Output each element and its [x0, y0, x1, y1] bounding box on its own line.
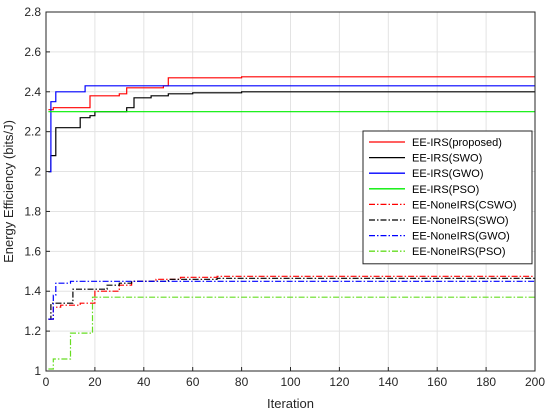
- y-tick-label: 2.8: [24, 5, 41, 19]
- x-tick-label: 20: [88, 375, 102, 389]
- series-line-5: [48, 275, 535, 320]
- legend-entry: EE-IRS(proposed): [412, 137, 502, 149]
- legend-entry: EE-NoneIRS(SWO): [412, 215, 509, 227]
- x-axis-label: Iteration: [267, 396, 314, 411]
- legend-box: [362, 130, 533, 265]
- x-tick-label: 60: [186, 375, 200, 389]
- legend-entry: EE-NoneIRS(CSWO): [412, 199, 517, 211]
- x-tick-label: 160: [427, 375, 447, 389]
- y-tick-label: 1.2: [24, 324, 41, 338]
- x-tick-label: 200: [525, 375, 545, 389]
- x-tick-label: 120: [329, 375, 349, 389]
- y-tick-label: 1: [34, 364, 41, 378]
- series-line-1: [48, 76, 535, 111]
- y-tick-label: 1.6: [24, 244, 41, 258]
- series-line-7: [48, 280, 535, 320]
- y-tick-label: 2.4: [24, 85, 41, 99]
- series-line-8: [48, 296, 535, 370]
- x-tick-label: 0: [43, 375, 50, 389]
- legend-entry: EE-IRS(GWO): [412, 168, 484, 180]
- axis-ticks: 0 20 40 60 80 100 120 140 160 180 200 1 1.2 1.4 1.6 1.8…: [24, 5, 545, 389]
- legend-entry: EE-IRS(SWO): [412, 153, 482, 165]
- y-axis-label: Energy Efficiency (bits/J): [1, 120, 16, 263]
- legend-entry: EE-NoneIRS(GWO): [412, 231, 510, 243]
- legend-entry: EE-IRS(PSO): [412, 184, 479, 196]
- series-line-6: [48, 277, 535, 320]
- x-tick-label: 140: [378, 375, 398, 389]
- x-tick-label: 100: [280, 375, 300, 389]
- series-lines: [48, 76, 535, 370]
- y-tick-label: 2: [34, 165, 41, 179]
- y-tick-label: 1.8: [24, 204, 41, 218]
- y-tick-label: 2.6: [24, 45, 41, 59]
- legend: EE-IRS(proposed) EE-IRS(SWO) EE-IRS(GWO) EE…: [362, 130, 533, 265]
- x-tick-label: 180: [476, 375, 496, 389]
- y-tick-label: 1.4: [24, 284, 41, 298]
- x-tick-label: 80: [235, 375, 249, 389]
- y-tick-label: 2.2: [24, 125, 41, 139]
- series-line-3: [48, 85, 535, 173]
- legend-entry: EE-NoneIRS(PSO): [412, 246, 506, 258]
- x-tick-label: 40: [137, 375, 151, 389]
